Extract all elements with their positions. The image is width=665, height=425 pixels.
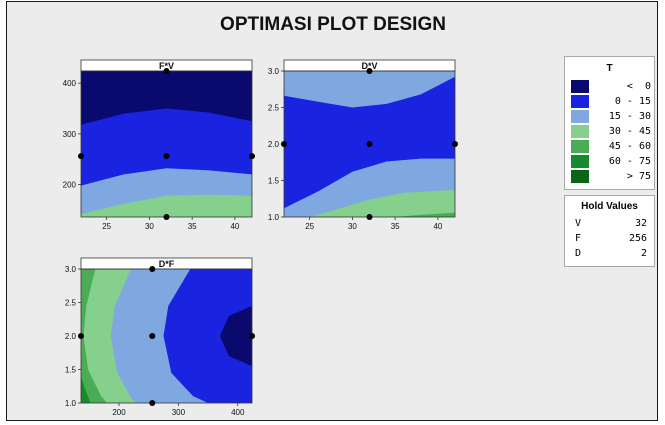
- hold-value-row: F 256: [575, 231, 647, 246]
- design-point: [366, 214, 373, 220]
- hold-value-row: D 2: [575, 246, 647, 261]
- legend-entry: 45 - 60: [571, 139, 653, 154]
- y-tick-label: 300: [63, 130, 77, 139]
- x-tick-label: 25: [305, 222, 314, 231]
- x-tick-label: 35: [188, 222, 197, 231]
- legend-entry: > 75: [571, 169, 653, 184]
- x-tick-label: 200: [112, 408, 126, 417]
- chart-page: OPTIMASI PLOT DESIGN F*V 25 30 35 40 200 300 40…: [6, 1, 658, 421]
- design-point: [78, 153, 84, 160]
- y-tick-label: 2.0: [65, 332, 77, 341]
- legend-swatch: [571, 140, 589, 153]
- y-tick-label: 1.5: [268, 177, 280, 186]
- contour-region-30-45: [309, 190, 455, 217]
- contour-region-60-75: [81, 376, 91, 403]
- contour-region-lt0: [219, 305, 252, 367]
- y-tick-label: 2.0: [268, 140, 280, 149]
- legend-swatch: [571, 125, 589, 138]
- legend-swatch: [571, 80, 589, 93]
- hold-value-row: V 32: [575, 216, 647, 231]
- legend: T < 0 0 - 15 15 - 30 30 - 45 45 - 60 60 …: [564, 56, 655, 190]
- legend-label: 45 - 60: [608, 141, 651, 152]
- contour-region-15-30: [284, 71, 455, 108]
- y-tick-label: 1.5: [65, 366, 77, 375]
- hold-var-value: 32: [634, 218, 647, 229]
- legend-label: 15 - 30: [608, 111, 651, 122]
- design-point: [281, 141, 287, 147]
- contour-region-30-45: [81, 194, 252, 217]
- y-tick-label: 2.5: [268, 104, 280, 113]
- design-point: [452, 141, 458, 147]
- legend-entry: 30 - 45: [571, 124, 653, 139]
- legend-swatch: [571, 155, 589, 168]
- chart-title: OPTIMASI PLOT DESIGN: [220, 14, 446, 35]
- x-tick-label: 30: [145, 222, 154, 231]
- legend-swatch: [571, 95, 589, 108]
- legend-label: > 75: [608, 171, 651, 182]
- design-point: [366, 141, 373, 147]
- design-point: [249, 333, 255, 339]
- legend-label: 0 - 15: [608, 96, 651, 107]
- y-tick-label: 1.0: [268, 213, 280, 222]
- panel-title: F*V: [159, 61, 174, 71]
- x-tick-label: 30: [348, 222, 357, 231]
- legend-label: 30 - 45: [608, 126, 651, 137]
- hold-values-title: Hold Values: [581, 201, 638, 212]
- hold-var-label: V: [575, 218, 582, 229]
- x-tick-label: 35: [391, 222, 400, 231]
- panel-title: D*F: [159, 259, 175, 269]
- y-tick-label: 400: [63, 79, 77, 88]
- x-tick-label: 400: [231, 408, 245, 417]
- legend-swatch: [571, 110, 589, 123]
- x-tick-label: 25: [102, 222, 111, 231]
- y-tick-label: 200: [63, 181, 77, 190]
- legend-entry: 15 - 30: [571, 109, 653, 124]
- hold-var-value: 2: [640, 248, 647, 259]
- hold-var-label: D: [575, 248, 582, 259]
- design-point: [149, 266, 156, 272]
- y-tick-label: 3.0: [65, 265, 77, 274]
- y-tick-label: 1.0: [65, 399, 77, 408]
- legend-title: T: [606, 63, 613, 74]
- hold-values-box: Hold Values V 32 F 256 D 2: [564, 195, 655, 267]
- contour-region-0-15: [163, 269, 252, 403]
- design-point: [78, 333, 84, 339]
- design-point: [163, 153, 170, 160]
- legend-swatch: [571, 170, 589, 183]
- legend-entry: < 0: [571, 79, 653, 94]
- x-tick-label: 40: [230, 222, 239, 231]
- x-tick-label: 40: [433, 222, 442, 231]
- contour-plots-canvas: F*V 25 30 35 40 200 300 400 D*V 25 30 35 40 1.0 1.5 2.0…: [63, 59, 458, 417]
- legend-label: < 0: [608, 81, 651, 92]
- design-point: [149, 400, 156, 406]
- hold-var-value: 256: [628, 233, 647, 244]
- design-point: [149, 333, 156, 339]
- contour-region-45-60: [395, 212, 455, 217]
- design-point: [163, 68, 170, 74]
- design-point: [163, 214, 170, 220]
- design-point: [249, 153, 255, 160]
- design-point: [366, 68, 373, 74]
- x-tick-label: 300: [172, 408, 186, 417]
- legend-entry: 60 - 75: [571, 154, 653, 169]
- y-tick-label: 3.0: [268, 67, 280, 76]
- panel-title: D*V: [361, 61, 377, 71]
- hold-var-label: F: [575, 233, 582, 244]
- legend-label: 60 - 75: [608, 156, 651, 167]
- legend-entry: 0 - 15: [571, 94, 653, 109]
- y-tick-label: 2.5: [65, 299, 77, 308]
